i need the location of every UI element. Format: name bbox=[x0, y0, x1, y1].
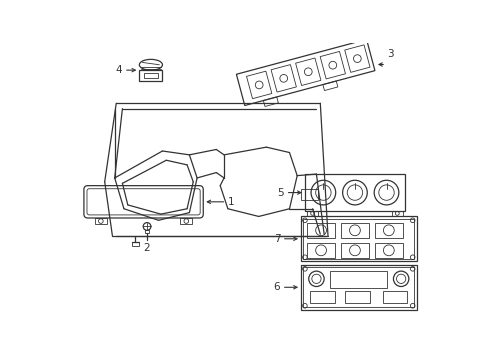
Bar bbox=[301, 189, 317, 200]
Bar bbox=[391, 211, 402, 216]
Bar bbox=[329, 271, 386, 288]
Bar bbox=[374, 243, 402, 258]
Bar bbox=[139, 70, 162, 81]
Text: 5: 5 bbox=[277, 188, 284, 198]
Bar bbox=[303, 219, 413, 259]
Bar bbox=[143, 73, 158, 78]
Text: 4: 4 bbox=[116, 65, 122, 75]
Bar bbox=[341, 222, 368, 238]
Text: 3: 3 bbox=[386, 49, 393, 59]
Bar bbox=[341, 243, 368, 258]
Bar bbox=[382, 291, 407, 303]
Text: 6: 6 bbox=[273, 282, 280, 292]
Bar bbox=[95, 218, 107, 224]
Text: 2: 2 bbox=[143, 243, 150, 253]
Bar bbox=[305, 174, 404, 211]
Bar bbox=[301, 216, 416, 261]
Bar bbox=[310, 291, 334, 303]
Bar bbox=[144, 230, 149, 233]
Bar bbox=[306, 222, 334, 238]
Text: 7: 7 bbox=[273, 234, 280, 244]
Bar bbox=[131, 242, 139, 246]
Bar bbox=[301, 265, 416, 310]
Text: 1: 1 bbox=[227, 197, 234, 207]
Bar bbox=[303, 267, 413, 307]
Bar bbox=[374, 222, 402, 238]
Bar bbox=[306, 243, 334, 258]
Bar bbox=[306, 211, 317, 216]
Bar bbox=[180, 218, 192, 224]
Bar bbox=[344, 291, 369, 303]
